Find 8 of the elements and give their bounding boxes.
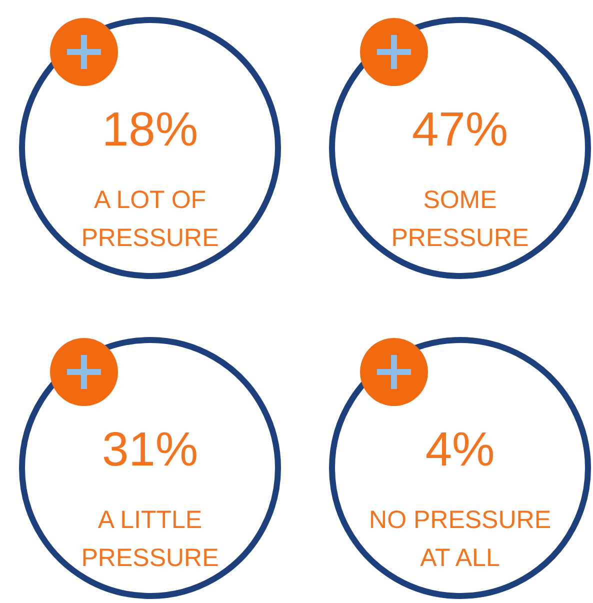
category-label: A LITTLE PRESSURE: [81, 506, 219, 572]
data-label: 47%: [412, 104, 508, 156]
data-label: 4%: [425, 424, 495, 476]
data-label: 31%: [102, 424, 198, 476]
category-label: A LOT OF PRESSURE: [81, 186, 219, 252]
category-label: SOME PRESSURE: [391, 186, 529, 252]
category-label: NO PRESSURE AT ALL: [369, 506, 551, 572]
data-label: 18%: [102, 104, 198, 156]
